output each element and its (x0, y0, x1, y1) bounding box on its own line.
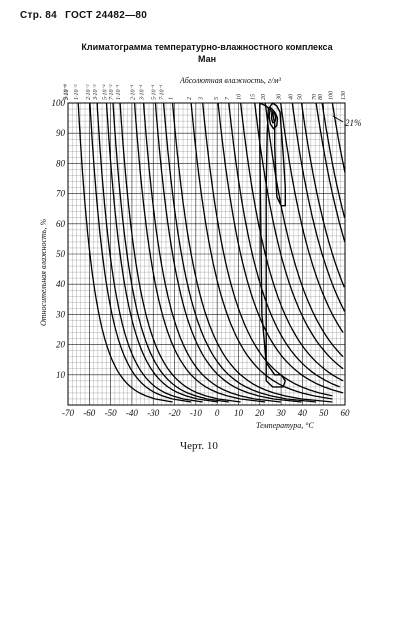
page-number: Стр. 84 (20, 10, 58, 21)
plot-frame (67, 102, 346, 406)
x-tick-label: 30 (276, 408, 287, 418)
y-tick-label: 40 (56, 279, 66, 289)
x-tick-label: -30 (147, 408, 159, 418)
climatogram-contour (270, 111, 277, 124)
absolute-humidity-label: 3·10⁻³ (64, 84, 70, 101)
absolute-humidity-label: 7·10⁻¹ (160, 84, 166, 100)
absolute-humidity-label: 20 (261, 94, 267, 100)
absolute-humidity-label: 1 (169, 97, 175, 100)
page-header: Стр. 84 ГОСТ 24482—80 (20, 10, 152, 21)
annotation-21-percent: 21% (345, 118, 362, 128)
absolute-humidity-curve (190, 102, 333, 400)
absolute-humidity-label: 2 (187, 97, 193, 100)
y-tick-label: 100 (52, 98, 66, 108)
absolute-humidity-label: 80 (318, 94, 324, 100)
absolute-humidity-label: 2·10⁻¹ (131, 84, 137, 100)
absolute-humidity-label: 130 (341, 91, 347, 100)
x-tick-label: 60 (341, 408, 351, 418)
annotation-arrow (332, 115, 344, 123)
x-tick-label: -70 (62, 408, 74, 418)
absolute-humidity-label: 70 (312, 94, 318, 100)
absolute-humidity-label: 2·10⁻² (86, 84, 92, 100)
absolute-humidity-curve (105, 102, 219, 403)
absolute-humidity-label: 30 (277, 94, 283, 101)
absolute-humidity-label: 10 (237, 94, 243, 100)
y-tick-label: 80 (56, 158, 66, 168)
absolute-humidity-curve (112, 102, 229, 403)
x-tick-label: -50 (105, 408, 117, 418)
absolute-humidity-curve (119, 102, 241, 403)
x-tick-label: 20 (255, 408, 265, 418)
absolute-humidity-curve (228, 102, 340, 388)
x-tick-label: -60 (83, 408, 95, 418)
absolute-humidity-curve (239, 102, 344, 382)
absolute-humidity-label: 1·10⁻¹ (116, 84, 122, 100)
absolute-humidity-curve (154, 102, 302, 403)
absolute-humidity-curve (171, 102, 333, 403)
absolute-humidity-curve (202, 102, 333, 397)
y-tick-label: 50 (56, 249, 66, 259)
y-tick-label: 90 (56, 128, 66, 138)
absolute-humidity-curve (264, 102, 344, 358)
top-axis-title: Абсолютная влажность, г/м³ (179, 76, 281, 85)
x-tick-label: 0 (215, 408, 220, 418)
absolute-humidity-curve (89, 102, 192, 403)
y-tick-label: 10 (56, 370, 66, 380)
y-tick-label: 60 (56, 219, 66, 229)
absolute-humidity-label: 100 (328, 91, 334, 100)
absolute-humidity-curve (217, 102, 344, 394)
y-tick-label: 70 (56, 189, 66, 199)
absolute-humidity-curve (315, 102, 346, 243)
climatogram-contour (259, 102, 286, 388)
absolute-humidity-curve (300, 102, 345, 288)
absolute-humidity-curve (291, 102, 346, 312)
absolute-humidity-label: 7·10⁻² (109, 84, 115, 100)
x-tick-label: -20 (169, 408, 181, 418)
x-axis-title: Температура, °С (256, 421, 314, 430)
absolute-humidity-curve (162, 102, 317, 403)
absolute-humidity-label: 7 (225, 96, 231, 100)
absolute-humidity-label: 5·10⁻² (103, 84, 109, 100)
x-tick-label: -40 (126, 408, 138, 418)
absolute-humidity-label: 15 (251, 94, 257, 100)
absolute-humidity-curve (77, 102, 173, 403)
chart-title: Климатограмма температурно-влажностного … (81, 42, 333, 52)
absolute-humidity-label: 3·10⁻² (93, 84, 99, 101)
chart-subtitle: Ман (197, 54, 217, 64)
figure-caption: Черт. 10 (180, 440, 218, 452)
x-tick-label: -10 (190, 408, 202, 418)
absolute-humidity-label: 3 (199, 97, 205, 101)
absolute-humidity-label: 40 (287, 94, 294, 100)
y-axis-title: Относительная влажность, % (39, 219, 48, 326)
absolute-humidity-curve (331, 102, 346, 173)
absolute-humidity-curve (321, 102, 346, 218)
y-tick-label: 20 (56, 340, 66, 350)
x-tick-label: 50 (319, 408, 329, 418)
x-tick-label: 40 (298, 408, 308, 418)
absolute-humidity-curve (96, 102, 203, 403)
absolute-humidity-label: 1·10⁻² (74, 84, 80, 100)
absolute-humidity-curve (133, 102, 266, 403)
x-tick-label: 10 (234, 408, 244, 418)
absolute-humidity-curve (142, 102, 281, 403)
absolute-humidity-label: 5·10⁻¹ (151, 84, 157, 100)
standard-code: ГОСТ 24482—80 (65, 10, 148, 21)
absolute-humidity-label: 5 (214, 97, 220, 100)
y-tick-label: 30 (55, 309, 66, 319)
absolute-humidity-label: 50 (298, 94, 304, 100)
absolute-humidity-label: 3·10⁻¹ (140, 84, 146, 101)
absolute-humidity-label: 5·10⁻³ (63, 84, 69, 100)
absolute-humidity-curve (280, 102, 344, 333)
